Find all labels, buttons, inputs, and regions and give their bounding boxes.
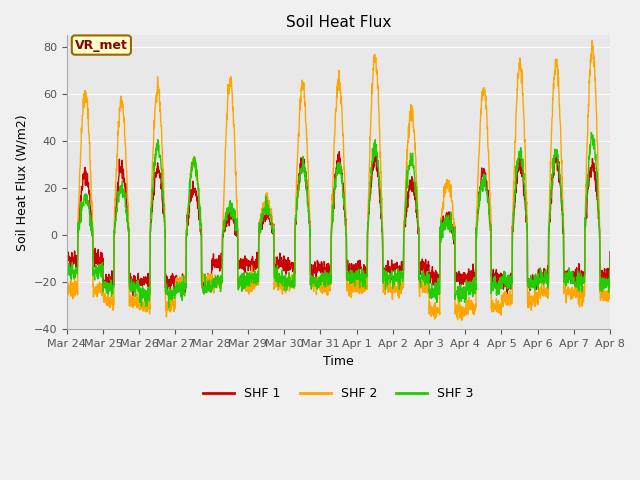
- Y-axis label: Soil Heat Flux (W/m2): Soil Heat Flux (W/m2): [15, 114, 28, 251]
- SHF 2: [458, 317, 465, 323]
- SHF 2: [366, 153, 374, 159]
- Title: Soil Heat Flux: Soil Heat Flux: [285, 15, 391, 30]
- SHF 1: [63, 254, 70, 260]
- SHF 3: [366, 191, 374, 196]
- Text: VR_met: VR_met: [75, 38, 128, 51]
- SHF 2: [63, 291, 70, 297]
- SHF 2: [588, 38, 596, 44]
- SHF 1: [335, 149, 343, 155]
- SHF 1: [606, 249, 614, 254]
- SHF 3: [559, 209, 566, 215]
- SHF 2: [354, 288, 362, 294]
- SHF 2: [214, 276, 222, 281]
- SHF 1: [367, 193, 374, 199]
- Legend: SHF 1, SHF 2, SHF 3: SHF 1, SHF 2, SHF 3: [198, 383, 479, 406]
- SHF 3: [588, 130, 595, 135]
- SHF 1: [355, 269, 362, 275]
- SHF 1: [214, 255, 222, 261]
- Line: SHF 1: SHF 1: [67, 152, 610, 296]
- SHF 3: [355, 277, 362, 283]
- SHF 3: [606, 255, 614, 261]
- SHF 3: [165, 305, 173, 311]
- SHF 2: [497, 307, 504, 312]
- Line: SHF 2: SHF 2: [67, 41, 610, 320]
- SHF 2: [606, 269, 614, 275]
- SHF 2: [573, 291, 581, 297]
- SHF 2: [559, 175, 566, 180]
- Line: SHF 3: SHF 3: [67, 132, 610, 308]
- SHF 1: [559, 211, 566, 217]
- SHF 3: [63, 268, 70, 274]
- SHF 1: [574, 269, 582, 275]
- SHF 3: [573, 283, 581, 288]
- X-axis label: Time: Time: [323, 355, 354, 368]
- SHF 3: [497, 286, 504, 291]
- SHF 3: [214, 274, 222, 279]
- SHF 1: [497, 279, 504, 285]
- SHF 1: [129, 293, 136, 299]
